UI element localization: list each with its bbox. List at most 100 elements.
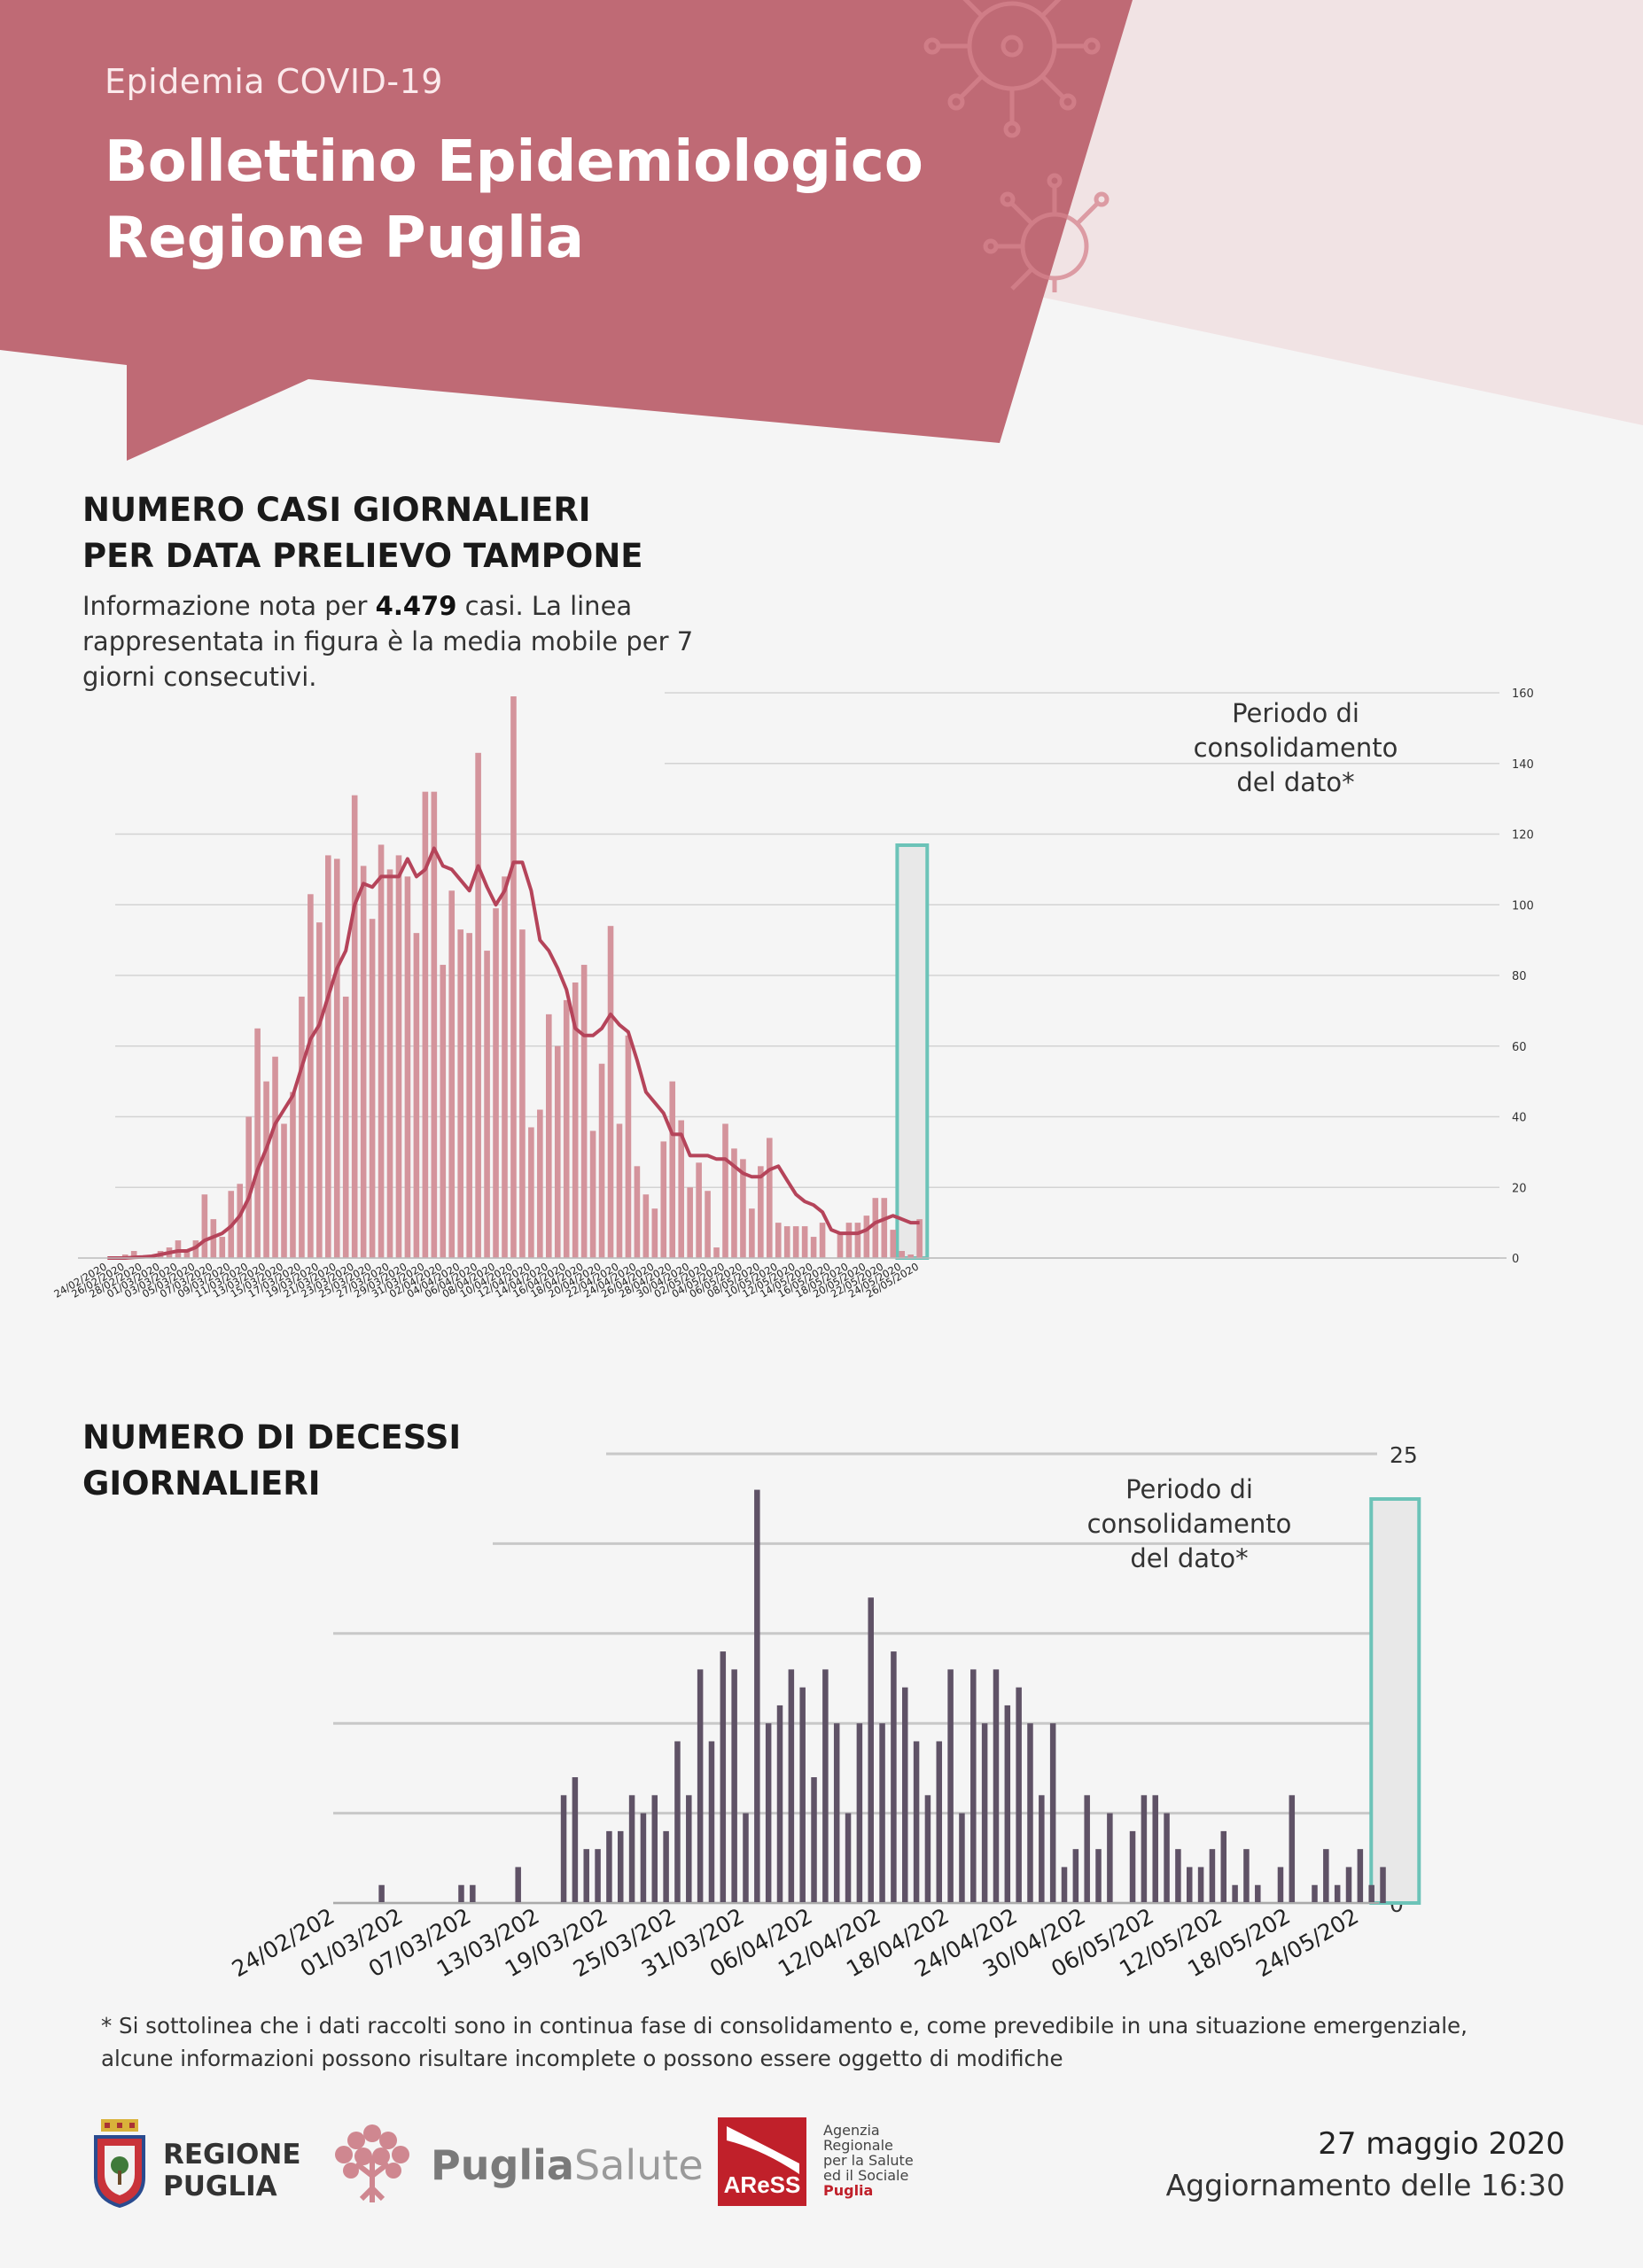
deaths-bar — [765, 1723, 772, 1903]
cases-y-tick-label: 140 — [1512, 758, 1534, 772]
deaths-bar — [1197, 1867, 1204, 1903]
cases-bar — [528, 1127, 534, 1258]
cases-y-tick-label: 40 — [1512, 1112, 1527, 1125]
deaths-bar — [378, 1884, 385, 1903]
deaths-bar — [799, 1687, 806, 1903]
header-title: Bollettino Epidemiologico Regione Puglia — [105, 124, 923, 276]
cases-bar — [457, 929, 463, 1258]
deaths-bar — [1164, 1813, 1170, 1903]
footnote: * Si sottolinea che i dati raccolti sono… — [101, 2009, 1590, 2075]
deaths-bar — [1175, 1849, 1181, 1903]
virus-decoration-icon — [923, 0, 1101, 138]
cases-bar — [899, 1251, 905, 1258]
cases-bar — [616, 1123, 623, 1258]
deaths-consolidation-l2: consolidamento — [1086, 1509, 1292, 1539]
cases-bar — [837, 1233, 844, 1258]
cases-bar — [554, 1045, 561, 1258]
aress-logo-text: AReSS — [723, 2171, 801, 2198]
cases-bar — [386, 869, 393, 1258]
header-subtitle: Epidemia COVID-19 — [105, 62, 443, 101]
cases-bar — [448, 890, 456, 1258]
cases-bar — [290, 1091, 296, 1258]
deaths-bar — [1368, 1884, 1374, 1903]
report-date: 27 maggio 2020 — [1318, 2126, 1565, 2162]
deaths-bar — [708, 1741, 715, 1903]
puglia-salute-light: Salute — [573, 2141, 704, 2189]
cases-bar — [245, 1116, 252, 1258]
cases-bar — [749, 1208, 755, 1258]
regione-puglia-l1: REGIONE — [163, 2139, 301, 2171]
header-background — [0, 0, 1643, 461]
regione-puglia-crest-icon — [94, 2119, 145, 2208]
cases-bar — [493, 908, 499, 1258]
cases-bar — [281, 1123, 287, 1258]
update-time: Aggiornamento delle 16:30 — [1165, 2168, 1565, 2202]
date-block: 27 maggio 2020 Aggiornamento delle 16:30 — [1166, 2123, 1565, 2206]
deaths-bar — [720, 1651, 727, 1903]
cases-bar — [484, 951, 490, 1258]
aress-agency-text: Agenzia Regionale per la Salute ed il So… — [823, 2123, 914, 2198]
header-light-panel — [1019, 0, 1643, 425]
cases-bar — [413, 933, 420, 1258]
cases-bar — [916, 1219, 923, 1258]
deaths-bar — [902, 1687, 908, 1903]
deaths-title-line1: NUMERO DI DECESSI — [82, 1418, 462, 1456]
cases-bar — [502, 876, 508, 1258]
deaths-bar — [822, 1669, 829, 1903]
cases-bar — [810, 1237, 817, 1258]
cases-bar — [854, 1223, 861, 1258]
deaths-bar — [856, 1723, 863, 1903]
cases-bar — [863, 1216, 870, 1258]
header-title-line2: Regione Puglia — [105, 206, 584, 271]
deaths-bar — [1039, 1795, 1045, 1903]
cases-consolidation-label: Periodo di consolidamento del dato* — [1163, 696, 1429, 800]
deaths-y-tick-label: 25 — [1390, 1442, 1418, 1468]
cases-bar — [342, 996, 349, 1258]
deaths-consolidation-l3: del dato* — [1130, 1543, 1249, 1573]
deaths-bar — [470, 1884, 476, 1903]
deaths-bar — [1277, 1867, 1284, 1903]
cases-bar — [598, 1063, 605, 1258]
deaths-bar — [1345, 1867, 1352, 1903]
deaths-bar — [1357, 1849, 1364, 1903]
deaths-bar — [1004, 1705, 1011, 1903]
deaths-bar — [1255, 1884, 1261, 1903]
cases-bar — [705, 1191, 711, 1258]
footnote-line1: * Si sottolinea che i dati raccolti sono… — [101, 2013, 1468, 2039]
deaths-bar — [993, 1669, 1000, 1903]
deaths-section-title: NUMERO DI DECESSI GIORNALIERI — [82, 1415, 461, 1507]
virus-decoration-icon-2 — [983, 173, 1110, 292]
cases-bar — [475, 752, 481, 1258]
aress-swoosh-icon — [727, 2126, 799, 2174]
cases-bar — [360, 866, 367, 1258]
cases-bar — [678, 1120, 684, 1258]
deaths-bar — [618, 1830, 624, 1903]
cases-bar — [219, 1237, 226, 1258]
deaths-bar — [1380, 1867, 1386, 1903]
cases-bar — [775, 1223, 782, 1258]
cases-bar — [263, 1081, 269, 1258]
cases-bar — [713, 1247, 720, 1258]
deaths-bar — [833, 1723, 840, 1903]
cases-bar — [669, 1081, 676, 1258]
cases-consolidation-l3: del dato* — [1236, 767, 1355, 797]
deaths-consolidation-label: Periodo di consolidamento del dato* — [1056, 1472, 1322, 1576]
cases-bar — [537, 1109, 543, 1258]
deaths-bar — [572, 1777, 579, 1903]
cases-bar — [881, 1198, 888, 1258]
deaths-bar — [891, 1651, 897, 1903]
deaths-title-line2: GIORNALIERI — [82, 1464, 321, 1503]
deaths-bar — [1323, 1849, 1329, 1903]
cases-consolidation-l1: Periodo di — [1232, 698, 1359, 728]
cases-bar — [890, 1230, 897, 1258]
cases-consolidation-period-box — [895, 843, 930, 1260]
puglia-salute-bold: Puglia — [431, 2141, 574, 2189]
deaths-bar — [868, 1597, 874, 1903]
cases-bar — [404, 876, 411, 1258]
aress-l2: Regionale — [823, 2137, 893, 2154]
cases-bar — [422, 791, 429, 1258]
aress-l5: Puglia — [823, 2182, 874, 2199]
cases-bar — [563, 999, 570, 1258]
cases-bar — [642, 1194, 650, 1258]
